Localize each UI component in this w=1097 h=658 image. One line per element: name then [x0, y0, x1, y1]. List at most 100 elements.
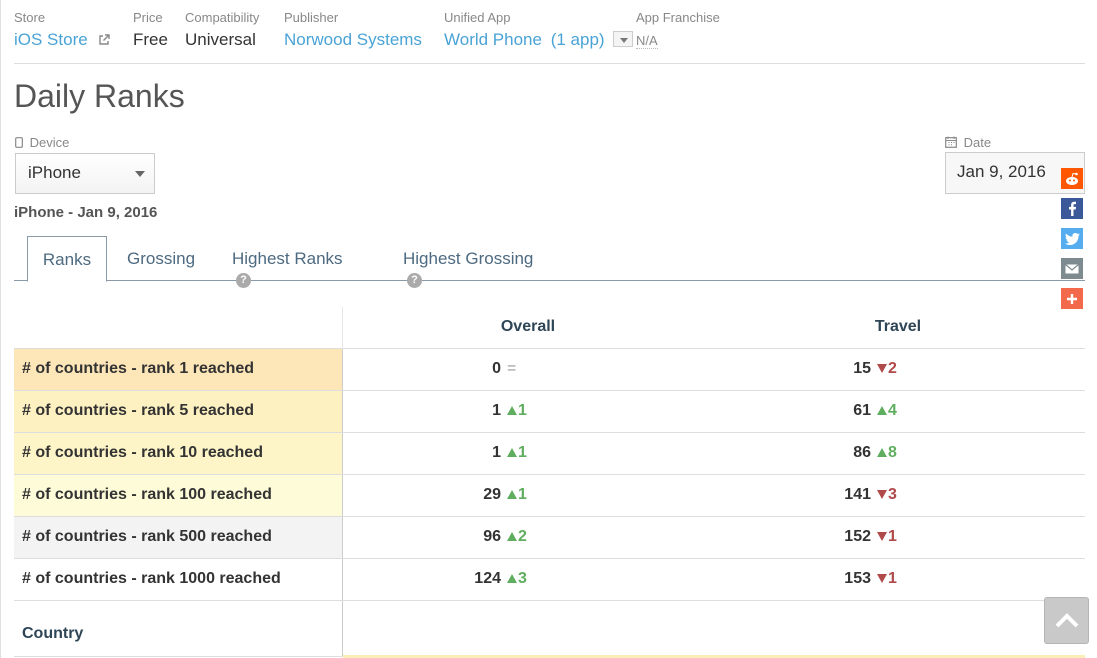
facebook-share-button[interactable]	[1061, 198, 1083, 219]
twitter-icon	[1064, 232, 1080, 245]
column-header-overall: Overall	[500, 318, 556, 335]
scroll-to-top-button[interactable]	[1044, 597, 1089, 644]
store-label: Store	[14, 10, 46, 25]
travel-delta: 3	[877, 486, 897, 504]
travel-delta-value: 4	[888, 402, 897, 419]
tab-ranks[interactable]: Ranks	[27, 236, 107, 282]
delta-arrow-icon	[877, 532, 887, 541]
calendar-icon	[945, 136, 957, 148]
overall-cell: 124 3	[428, 570, 628, 588]
overall-value: 29	[483, 486, 501, 503]
tab-grossing-label[interactable]: Grossing	[127, 249, 196, 268]
travel-cell: 153 1	[798, 570, 998, 588]
tab-ranks-label[interactable]: Ranks	[42, 250, 92, 269]
email-share-button[interactable]	[1061, 258, 1083, 279]
table-row: # of countries - rank 10 reached 1 1 86 8	[14, 433, 1085, 475]
travel-value: 15	[853, 360, 871, 377]
ranks-table: Overall Travel # of countries - rank 1 r…	[14, 307, 1085, 657]
overall-delta-value: 1	[518, 402, 527, 419]
tab-highest-ranks[interactable]: Highest Ranks ?	[232, 236, 364, 288]
tab-highest-grossing-label[interactable]: Highest Grossing	[403, 249, 534, 268]
device-field-label: Device	[15, 135, 69, 150]
reddit-share-button[interactable]	[1061, 168, 1083, 189]
date-label: Date	[963, 135, 992, 150]
travel-delta-value: 8	[888, 444, 897, 461]
table-row: # of countries - rank 500 reached 96 2 152 1	[14, 517, 1085, 559]
delta-arrow-icon	[507, 532, 517, 541]
help-icon[interactable]: ?	[407, 273, 422, 288]
travel-cell: 86 8	[798, 444, 998, 462]
tab-highest-grossing[interactable]: Highest Grossing ?	[403, 236, 555, 288]
unified-app-name[interactable]: World Phone	[444, 30, 542, 49]
device-select-value[interactable]: iPhone	[28, 163, 81, 182]
travel-cell: 15 2	[798, 360, 998, 378]
page-left-border	[0, 0, 1, 658]
column-header-travel: Travel	[874, 318, 922, 335]
publisher-link[interactable]: Norwood Systems	[284, 30, 422, 49]
facebook-icon	[1069, 201, 1076, 216]
travel-delta-value: 1	[888, 528, 897, 545]
overall-value: 0	[492, 360, 501, 377]
mobile-icon	[15, 137, 23, 148]
unified-app-label: Unified App	[444, 10, 511, 25]
table-body: # of countries - rank 1 reached 0 = 15 2 # of…	[14, 349, 1085, 601]
country-section-header: Country	[14, 601, 1085, 657]
page-title: Daily Ranks	[14, 78, 185, 114]
delta-arrow-icon	[877, 490, 887, 499]
meta-compatibility: Compatibility Universal	[185, 10, 259, 50]
travel-delta-value: 3	[888, 486, 897, 503]
device-label: Device	[29, 135, 70, 150]
date-picker-value[interactable]: Jan 9, 2016	[957, 162, 1046, 181]
reddit-icon	[1066, 172, 1078, 185]
delta-arrow-icon	[877, 574, 887, 583]
row-label: # of countries - rank 1 reached	[14, 349, 343, 390]
travel-cell: 152 1	[798, 528, 998, 546]
travel-delta: 2	[877, 360, 897, 378]
overall-delta: 3	[507, 570, 527, 588]
delta-arrow-icon	[507, 490, 517, 499]
chevron-down-icon	[135, 171, 145, 177]
overall-value: 124	[474, 570, 501, 587]
delta-arrow-icon	[507, 448, 517, 457]
table-row-peek	[713, 655, 1085, 658]
overall-value: 1	[492, 444, 501, 461]
unified-app-count[interactable]: (1 app)	[550, 30, 605, 49]
travel-cell: 141 3	[798, 486, 998, 504]
price-value: Free	[133, 30, 168, 49]
overall-delta: 1	[507, 402, 527, 420]
meta-franchise: App Franchise N/A	[636, 10, 720, 50]
row-label: # of countries - rank 5 reached	[14, 391, 343, 432]
overall-value: 1	[492, 402, 501, 419]
travel-delta: 4	[877, 402, 897, 420]
publisher-label: Publisher	[284, 10, 339, 25]
tab-grossing[interactable]: Grossing	[127, 236, 196, 281]
compatibility-value: Universal	[185, 30, 256, 49]
row-label: # of countries - rank 500 reached	[14, 517, 343, 558]
store-link[interactable]: iOS Store	[14, 30, 111, 50]
help-icon[interactable]: ?	[236, 273, 251, 288]
tab-highest-ranks-label[interactable]: Highest Ranks	[232, 249, 343, 268]
travel-delta-value: 1	[888, 570, 897, 587]
more-share-button[interactable]	[1061, 288, 1083, 309]
overall-delta-value: =	[507, 360, 517, 377]
travel-value: 86	[853, 444, 871, 461]
twitter-share-button[interactable]	[1061, 228, 1083, 249]
overall-value: 96	[483, 528, 501, 545]
unified-app-value[interactable]: World Phone (1 app)	[444, 30, 634, 50]
email-icon	[1065, 263, 1079, 273]
rank-tabs: Ranks Grossing Highest Ranks ? Highest G…	[14, 236, 1085, 288]
travel-delta: 8	[877, 444, 897, 462]
store-value[interactable]: iOS Store	[14, 30, 88, 49]
overall-cell: 0 =	[428, 360, 628, 378]
table-row: # of countries - rank 1 reached 0 = 15 2	[14, 349, 1085, 391]
overall-delta-value: 1	[518, 444, 527, 461]
table-header-row: Overall Travel	[14, 307, 1085, 349]
app-meta-header: Store iOS Store Price Free Compatibility…	[14, 10, 1085, 52]
device-select[interactable]: iPhone	[15, 153, 155, 194]
delta-arrow-icon	[877, 406, 887, 415]
table-row: # of countries - rank 100 reached 29 1 141 3	[14, 475, 1085, 517]
delta-arrow-icon	[507, 574, 517, 583]
compatibility-label: Compatibility	[185, 10, 260, 25]
unified-app-dropdown-button[interactable]	[613, 31, 634, 47]
